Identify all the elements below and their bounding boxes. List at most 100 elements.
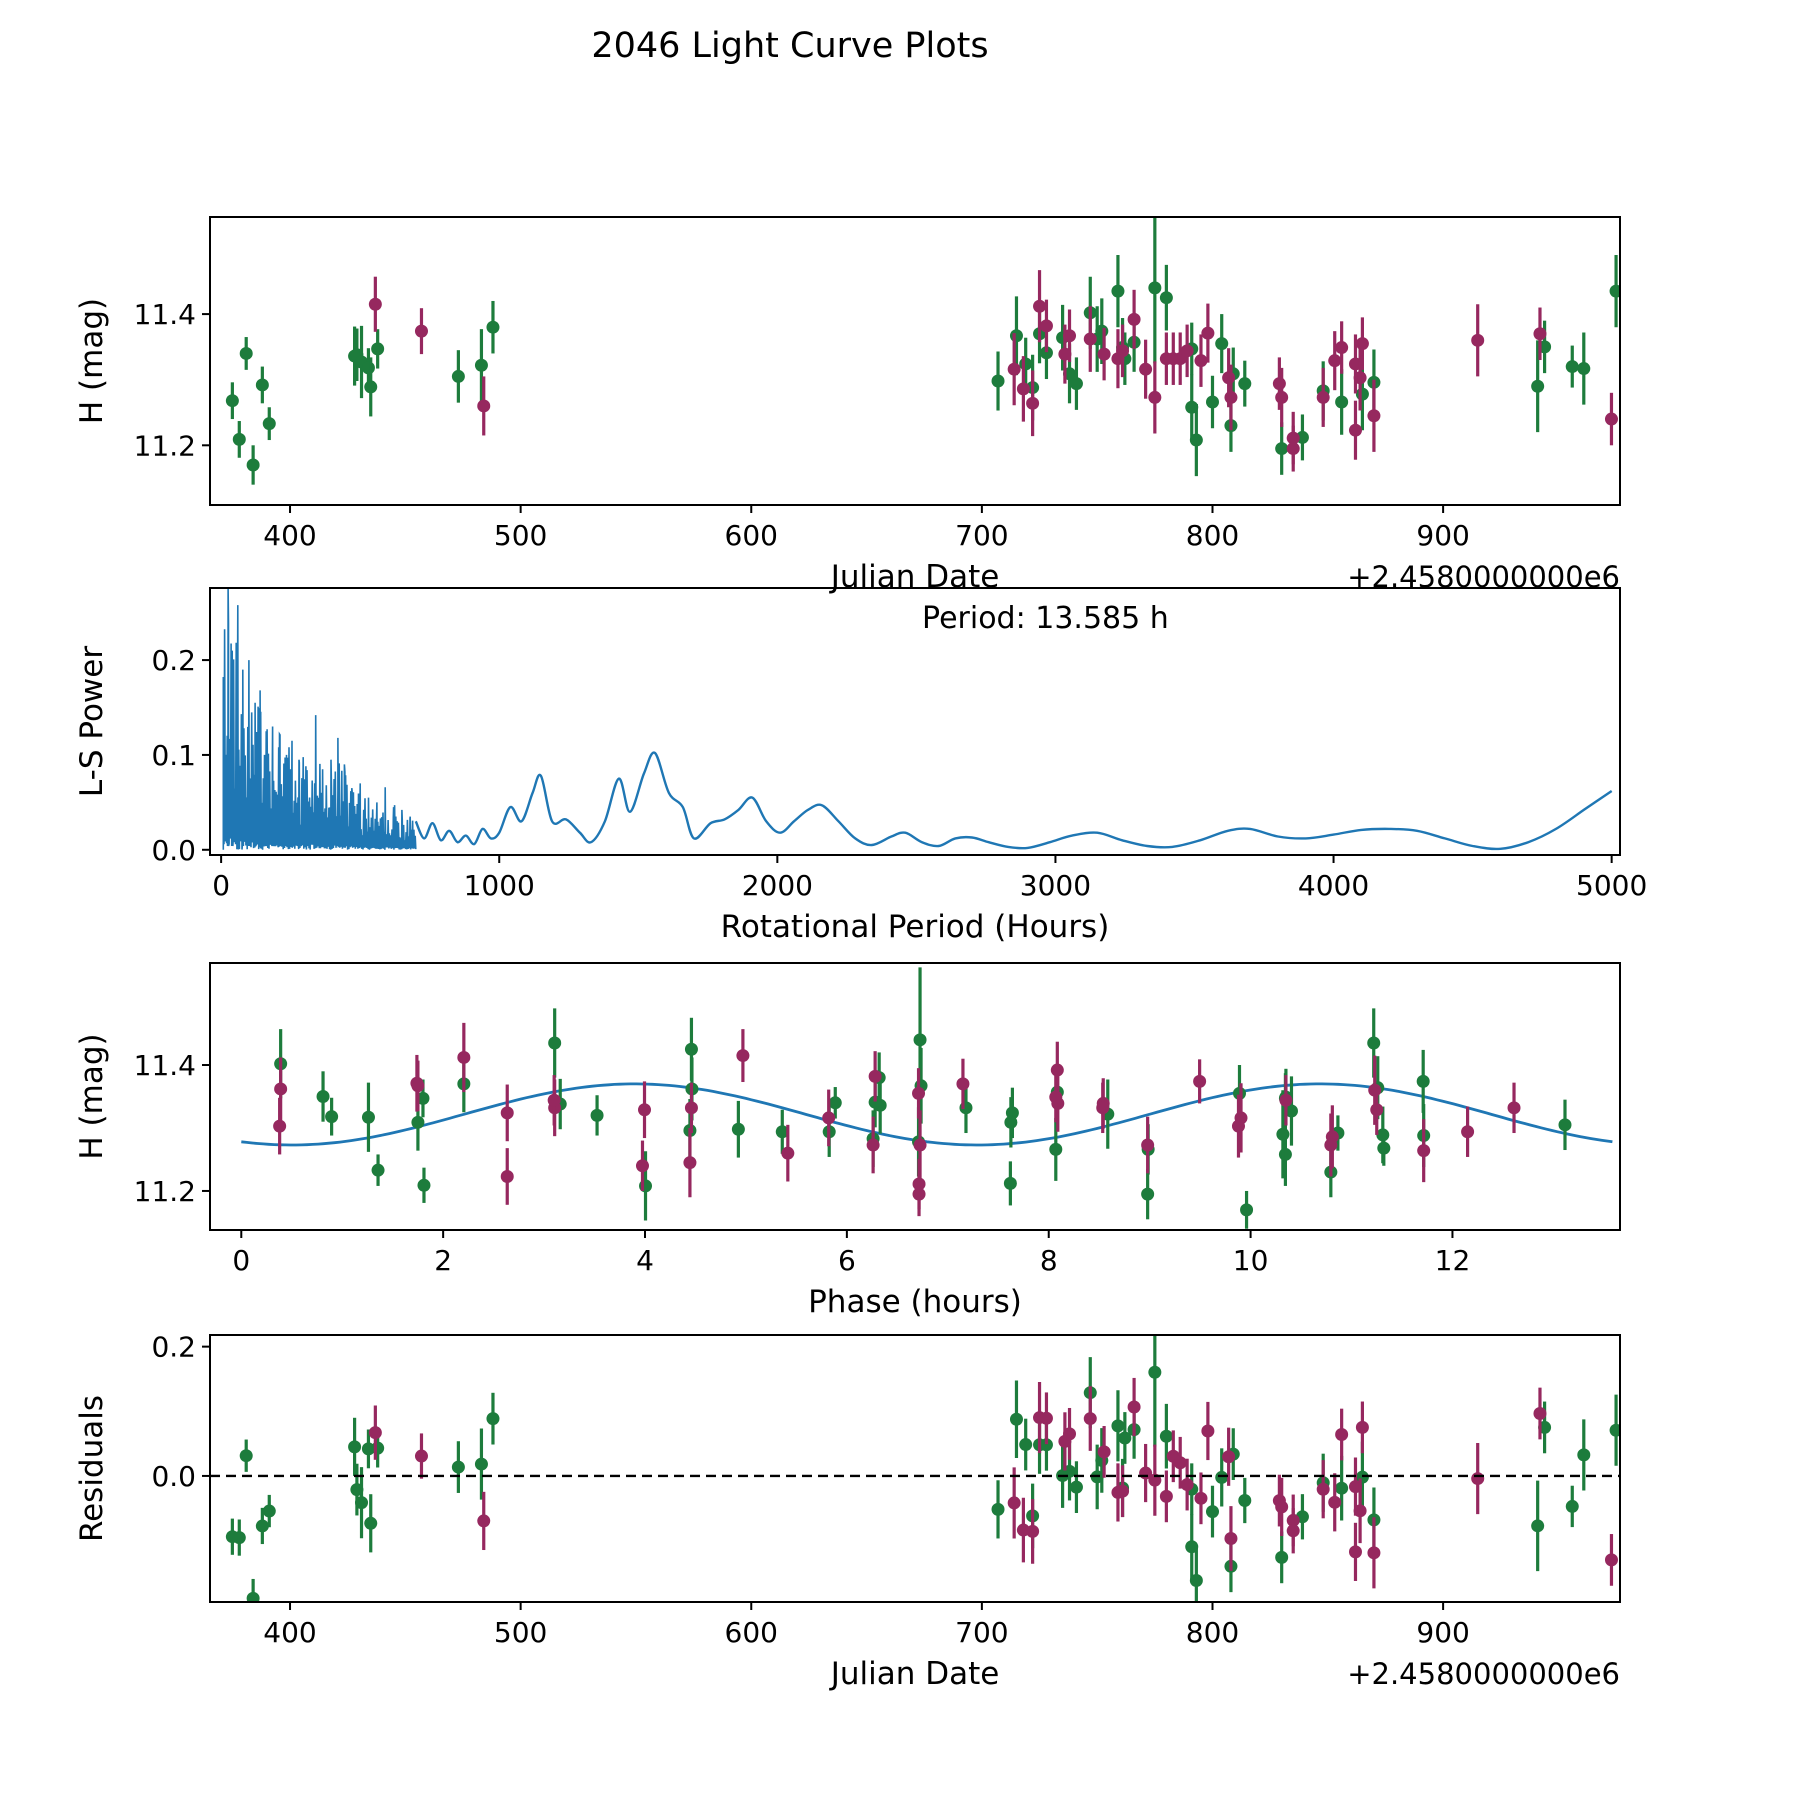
data-point: [1139, 362, 1153, 376]
data-point: [1471, 333, 1485, 347]
data-point: [1231, 1119, 1245, 1133]
x-tick-label: 12: [1435, 1244, 1471, 1277]
data-point: [1286, 1524, 1300, 1538]
data-point: [486, 320, 500, 334]
data-point: [1069, 1480, 1083, 1494]
x-tick-label: 2: [434, 1244, 452, 1277]
data-point: [262, 417, 276, 431]
y-axis-label-phase: H (mag): [74, 1033, 110, 1159]
data-point: [1272, 377, 1286, 391]
data-point: [451, 369, 465, 383]
x-tick-label: 600: [725, 1616, 778, 1649]
data-point: [991, 374, 1005, 388]
data-point: [1238, 377, 1252, 391]
y-tick-label: 11.4: [134, 1049, 196, 1082]
data-point: [416, 1091, 430, 1105]
fit-curve-line: [241, 1082, 1613, 1147]
x-tick-label: 400: [263, 519, 316, 552]
data-point: [1173, 1456, 1187, 1470]
x-tick-label: 1000: [464, 869, 535, 902]
data-point: [255, 378, 269, 392]
data-point: [1205, 1505, 1219, 1519]
data-point: [1355, 1420, 1369, 1434]
data-point: [364, 1516, 378, 1530]
data-point: [1604, 412, 1618, 426]
data-point: [1604, 1553, 1618, 1567]
data-point: [590, 1108, 604, 1122]
data-point: [1278, 1147, 1292, 1161]
data-point: [638, 1103, 652, 1117]
data-point: [1533, 1407, 1547, 1421]
data-point: [913, 1033, 927, 1047]
data-point: [1295, 430, 1309, 444]
data-point: [477, 1514, 491, 1528]
data-point: [781, 1146, 795, 1160]
data-point: [912, 1187, 926, 1201]
data-point: [1004, 1115, 1018, 1129]
data-point: [361, 1110, 375, 1124]
y-tick-label: 11.4: [134, 298, 196, 331]
data-point: [1148, 281, 1162, 295]
data-point: [775, 1125, 789, 1139]
data-point: [1026, 396, 1040, 410]
x-tick-label: 10: [1233, 1244, 1269, 1277]
data-point: [1097, 347, 1111, 361]
data-point: [1328, 354, 1342, 368]
data-point: [1471, 1472, 1485, 1486]
data-point: [1279, 1093, 1293, 1107]
data-point: [411, 1115, 425, 1129]
data-point: [274, 1082, 288, 1096]
x-tick-label: 4000: [1298, 869, 1369, 902]
data-point: [474, 1457, 488, 1471]
data-point: [361, 361, 375, 375]
data-point: [1193, 1074, 1207, 1088]
data-point: [1328, 1495, 1342, 1509]
data-point: [1039, 1411, 1053, 1425]
data-point: [1355, 337, 1369, 351]
y-tick-label: 11.2: [134, 429, 196, 462]
data-point: [1009, 1412, 1023, 1426]
data-point: [500, 1169, 514, 1183]
data-point: [1019, 357, 1033, 371]
data-point: [1049, 1142, 1063, 1156]
data-point: [991, 1502, 1005, 1516]
data-point: [1007, 362, 1021, 376]
data-point: [1275, 390, 1289, 404]
data-point: [239, 346, 253, 360]
data-point: [1565, 360, 1579, 374]
data-point: [1019, 1438, 1033, 1452]
data-point: [1316, 1482, 1330, 1496]
data-point: [1348, 1545, 1362, 1559]
data-point: [1194, 1491, 1208, 1505]
data-point: [1159, 291, 1173, 305]
panel-lightcurve-data: [225, 217, 1620, 485]
data-point: [913, 1138, 927, 1152]
data-point: [225, 394, 239, 408]
data-point: [1531, 379, 1545, 393]
data-point: [1159, 1429, 1173, 1443]
data-point: [273, 1119, 287, 1133]
data-point: [1335, 1428, 1349, 1442]
x-tick-label: 500: [494, 519, 547, 552]
data-point: [246, 1591, 260, 1602]
data-point: [364, 380, 378, 394]
x-axis-label-periodogram: Rotational Period (Hours): [721, 909, 1110, 945]
data-point: [1009, 329, 1023, 343]
x-tick-label: 0: [232, 1244, 250, 1277]
data-point: [1284, 1104, 1298, 1118]
data-point: [1003, 1176, 1017, 1190]
x-tick-label: 800: [1186, 1616, 1239, 1649]
data-point: [1205, 395, 1219, 409]
data-point: [1416, 1074, 1430, 1088]
data-point: [1194, 354, 1208, 368]
data-point: [1127, 312, 1141, 326]
data-point: [828, 1096, 842, 1110]
data-point: [1016, 382, 1030, 396]
y-tick-label: 0.1: [151, 739, 196, 772]
data-point: [1367, 409, 1381, 423]
data-point: [457, 1050, 471, 1064]
data-point: [1039, 1438, 1053, 1452]
residual-series-epoch-green: [225, 1335, 1620, 1602]
data-point: [547, 1093, 561, 1107]
